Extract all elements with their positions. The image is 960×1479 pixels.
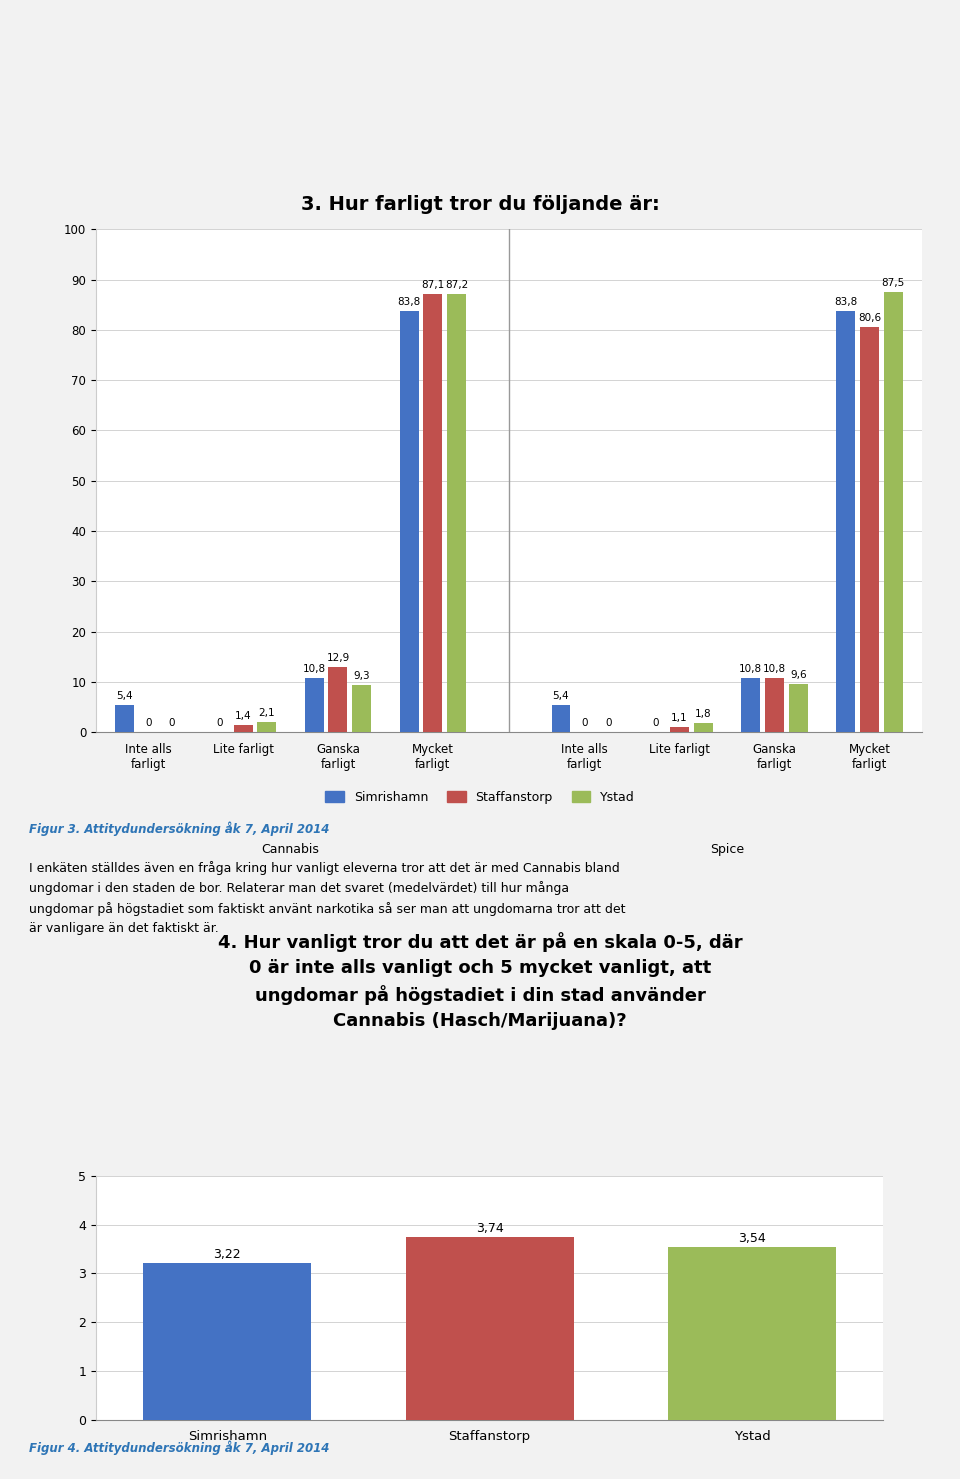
Bar — [143, 1263, 311, 1420]
Text: 1,8: 1,8 — [695, 708, 711, 719]
Text: 3,22: 3,22 — [213, 1248, 241, 1260]
Text: 0: 0 — [169, 719, 175, 728]
Bar — [694, 723, 713, 732]
Text: 1,4: 1,4 — [235, 711, 252, 722]
Text: 80,6: 80,6 — [858, 312, 881, 322]
Text: Cannabis: Cannabis — [262, 843, 320, 856]
Bar — [423, 294, 443, 732]
Bar — [115, 705, 134, 732]
Bar — [447, 294, 467, 732]
Text: 0: 0 — [653, 719, 660, 728]
Text: 12,9: 12,9 — [326, 654, 349, 663]
Bar — [883, 293, 902, 732]
Text: I enkäten ställdes även en fråga kring hur vanligt eleverna tror att det är med : I enkäten ställdes även en fråga kring h… — [29, 861, 625, 935]
Text: Figur 4. Attitydundersökning åk 7, April 2014: Figur 4. Attitydundersökning åk 7, April… — [29, 1441, 329, 1455]
Text: 10,8: 10,8 — [739, 664, 762, 674]
Bar — [551, 705, 570, 732]
Text: 4. Hur vanligt tror du att det är på en skala 0-5, där
0 är inte alls vanligt oc: 4. Hur vanligt tror du att det är på en … — [218, 932, 742, 1029]
Bar — [406, 1238, 573, 1420]
Bar — [328, 667, 348, 732]
Text: 5,4: 5,4 — [553, 691, 569, 701]
Bar — [789, 683, 807, 732]
Text: Spice: Spice — [710, 843, 744, 856]
Text: 83,8: 83,8 — [834, 297, 857, 306]
Text: 10,8: 10,8 — [302, 664, 325, 674]
Bar — [233, 725, 252, 732]
Text: 83,8: 83,8 — [397, 297, 420, 306]
Bar — [304, 677, 324, 732]
Bar — [836, 311, 855, 732]
Bar — [399, 311, 419, 732]
Text: Figur 3. Attitydundersökning åk 7, April 2014: Figur 3. Attitydundersökning åk 7, April… — [29, 821, 329, 836]
Text: 0: 0 — [582, 719, 588, 728]
Text: 1,1: 1,1 — [671, 713, 688, 723]
Text: 0: 0 — [145, 719, 152, 728]
Legend: Simrishamn, Staffanstorp, Ystad: Simrishamn, Staffanstorp, Ystad — [320, 785, 640, 809]
Text: 87,2: 87,2 — [445, 280, 468, 290]
Bar — [257, 722, 276, 732]
Text: 3,54: 3,54 — [738, 1232, 766, 1245]
Text: 5,4: 5,4 — [116, 691, 132, 701]
Text: 2,1: 2,1 — [258, 707, 276, 717]
Text: 3,74: 3,74 — [476, 1222, 503, 1235]
Bar — [352, 685, 372, 732]
Text: 9,6: 9,6 — [790, 670, 806, 680]
Bar — [741, 677, 760, 732]
Bar — [860, 327, 879, 732]
Text: 9,3: 9,3 — [353, 671, 370, 682]
Bar — [765, 677, 784, 732]
Text: 0: 0 — [605, 719, 612, 728]
Text: 87,5: 87,5 — [881, 278, 904, 288]
Bar — [670, 726, 689, 732]
Text: 3. Hur farligt tror du följande är:: 3. Hur farligt tror du följande är: — [300, 195, 660, 213]
Text: 87,1: 87,1 — [421, 280, 444, 290]
Bar — [668, 1247, 836, 1420]
Text: 0: 0 — [216, 719, 223, 728]
Text: 10,8: 10,8 — [763, 664, 786, 674]
